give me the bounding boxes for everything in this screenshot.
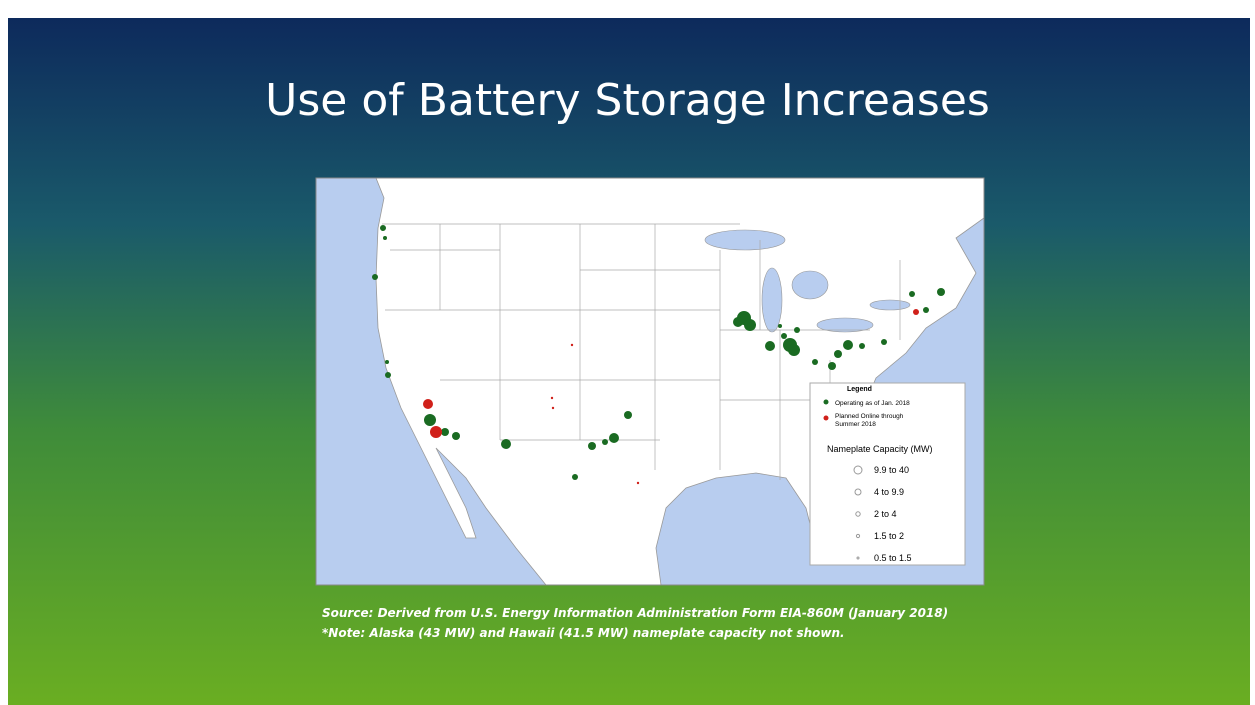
legend-title: Legend [847, 386, 872, 393]
legend-size-swatch [856, 556, 860, 560]
great-lakes [704, 229, 911, 333]
legend-size-label: 1.5 to 2 [874, 531, 904, 541]
map-border [315, 177, 985, 586]
legend-operating: Operating as of Jan. 2018 [835, 400, 910, 407]
legend-size-label: 9.9 to 40 [874, 465, 909, 475]
planned-sites [423, 309, 919, 485]
legend-size-swatch [855, 533, 861, 539]
land [375, 178, 984, 585]
legend-size-label: 0.5 to 1.5 [874, 553, 912, 563]
legend-size-swatch [853, 465, 863, 475]
legend-planned: Summer 2018 [835, 421, 876, 428]
legend-size-swatch [855, 511, 861, 517]
slide-title: Use of Battery Storage Increases [265, 75, 990, 126]
legend-operating-swatch [823, 399, 829, 405]
legend-size-label: 2 to 4 [874, 509, 897, 519]
legend-capacity-title: Nameplate Capacity (MW) [827, 444, 933, 454]
legend-planned: Planned Online through [835, 413, 904, 420]
operating-sites [372, 225, 945, 480]
legend-box [809, 382, 966, 566]
legend-size-label: 4 to 9.9 [874, 487, 904, 497]
legend-size-swatch [854, 488, 862, 496]
footnote: *Note: Alaska (43 MW) and Hawaii (41.5 M… [322, 626, 845, 640]
legend-planned-swatch [823, 415, 829, 421]
source-note: Source: Derived from U.S. Energy Informa… [322, 606, 949, 620]
